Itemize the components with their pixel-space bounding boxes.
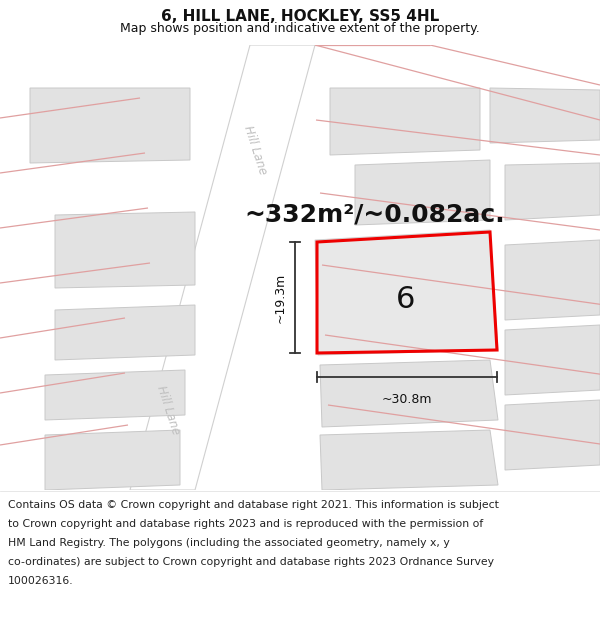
Polygon shape <box>505 400 600 470</box>
Polygon shape <box>45 430 180 490</box>
Polygon shape <box>330 88 480 155</box>
Text: Contains OS data © Crown copyright and database right 2021. This information is : Contains OS data © Crown copyright and d… <box>8 500 499 510</box>
Text: 100026316.: 100026316. <box>8 576 74 586</box>
Text: Hill Lane: Hill Lane <box>154 384 182 436</box>
Text: ~332m²/~0.082ac.: ~332m²/~0.082ac. <box>245 203 505 227</box>
Polygon shape <box>45 370 185 420</box>
Polygon shape <box>55 305 195 360</box>
Polygon shape <box>30 88 190 163</box>
Polygon shape <box>505 163 600 220</box>
Text: Hill Lane: Hill Lane <box>241 124 269 176</box>
Text: 6: 6 <box>395 285 415 314</box>
Polygon shape <box>55 212 195 288</box>
Text: to Crown copyright and database rights 2023 and is reproduced with the permissio: to Crown copyright and database rights 2… <box>8 519 483 529</box>
Polygon shape <box>315 230 498 355</box>
Polygon shape <box>130 45 315 490</box>
Text: 6, HILL LANE, HOCKLEY, SS5 4HL: 6, HILL LANE, HOCKLEY, SS5 4HL <box>161 9 439 24</box>
Polygon shape <box>490 88 600 143</box>
Text: HM Land Registry. The polygons (including the associated geometry, namely x, y: HM Land Registry. The polygons (includin… <box>8 538 450 548</box>
Polygon shape <box>505 325 600 395</box>
Polygon shape <box>505 240 600 320</box>
Text: ~30.8m: ~30.8m <box>382 393 432 406</box>
Polygon shape <box>355 160 490 225</box>
Polygon shape <box>320 360 498 427</box>
Text: ~19.3m: ~19.3m <box>274 272 287 322</box>
Text: co-ordinates) are subject to Crown copyright and database rights 2023 Ordnance S: co-ordinates) are subject to Crown copyr… <box>8 557 494 567</box>
Polygon shape <box>320 430 498 490</box>
Text: Map shows position and indicative extent of the property.: Map shows position and indicative extent… <box>120 22 480 35</box>
